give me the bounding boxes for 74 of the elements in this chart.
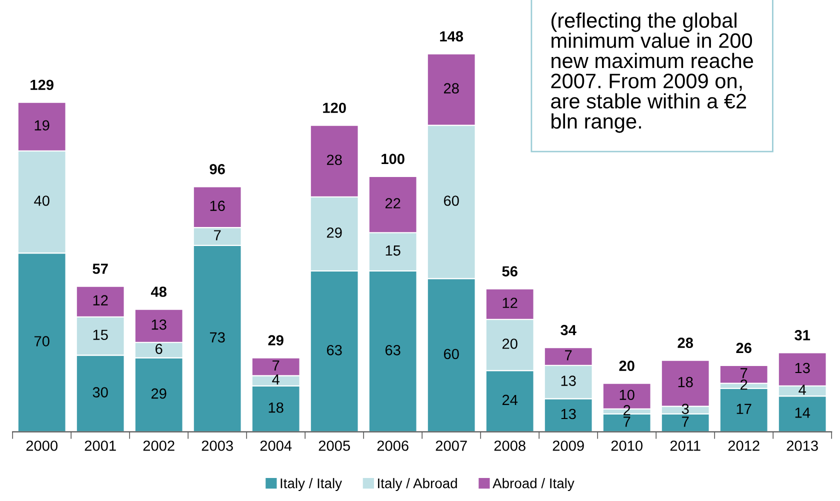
- data-label: 30: [92, 387, 108, 398]
- x-tick-label: 2001: [84, 440, 116, 451]
- total-label: 20: [619, 360, 634, 371]
- data-label: 7: [565, 350, 572, 360]
- x-tick-label: 2011: [670, 440, 700, 451]
- data-label: 4: [798, 384, 806, 395]
- data-label: 7: [740, 368, 748, 378]
- data-label: 16: [210, 200, 225, 212]
- total-label: 31: [794, 330, 810, 340]
- x-tick-label: 2004: [260, 440, 292, 451]
- total-label: 100: [382, 154, 404, 164]
- x-tick-label: 2006: [377, 440, 408, 451]
- data-label: 18: [268, 402, 284, 413]
- x-tick-label: 2013: [786, 440, 818, 451]
- x-tick-label: 2000: [26, 440, 58, 451]
- data-label: 13: [561, 376, 576, 386]
- total-label: 26: [736, 342, 752, 354]
- data-label: 3: [682, 404, 689, 414]
- annotation: (reflecting the global minimum value in 200 new maximum reache 2007. From 2009 on, are stable within a €2 bln range.: [551, 12, 754, 133]
- x-tick-label: 2007: [436, 440, 467, 451]
- data-label: 15: [386, 246, 400, 256]
- data-label: 20: [502, 338, 518, 349]
- data-label: 7: [272, 360, 280, 370]
- total-label: 120: [323, 102, 346, 114]
- data-label: 24: [502, 394, 518, 405]
- data-label: 60: [444, 196, 459, 206]
- total-label: 48: [150, 286, 167, 297]
- data-label: 4: [272, 374, 280, 385]
- data-label: 12: [93, 295, 108, 306]
- data-label: 13: [152, 319, 166, 330]
- x-tick-label: 2005: [318, 440, 350, 451]
- data-label: 29: [326, 227, 342, 238]
- total-label: 148: [440, 31, 464, 42]
- data-label: 7: [624, 416, 630, 427]
- data-label: 19: [34, 120, 50, 131]
- data-label: 18: [678, 376, 693, 388]
- data-label: 22: [385, 198, 400, 208]
- data-label: 13: [561, 408, 576, 420]
- data-label: 6: [156, 344, 162, 354]
- x-tick-label: 2003: [202, 440, 233, 451]
- x-tick-label: 2012: [728, 440, 760, 451]
- data-label: 28: [444, 83, 459, 94]
- data-label: 28: [326, 154, 342, 166]
- total-label: 56: [502, 266, 518, 276]
- x-tick-label: 2002: [143, 440, 174, 451]
- data-label: 7: [682, 416, 689, 427]
- data-label: 40: [34, 196, 50, 206]
- data-label: 17: [736, 404, 752, 414]
- data-label: 15: [93, 330, 108, 340]
- total-label: 57: [92, 264, 108, 274]
- data-label: 10: [620, 390, 634, 400]
- total-label: 96: [210, 164, 225, 174]
- total-label: 34: [560, 324, 576, 336]
- data-label: 12: [502, 298, 518, 308]
- data-label: 7: [214, 230, 221, 240]
- legend-label: Abroad / Italy: [492, 478, 574, 492]
- data-label: 2: [740, 379, 748, 390]
- legend-label: Italy / Italy: [280, 478, 342, 492]
- data-label: 63: [385, 344, 400, 356]
- data-label: 29: [151, 388, 166, 399]
- x-tick-label: 2009: [552, 440, 584, 451]
- x-tick-label: 2008: [494, 440, 526, 451]
- total-label: 28: [678, 338, 694, 348]
- data-label: 2: [624, 405, 630, 416]
- data-label: 73: [210, 332, 225, 343]
- legend-label: Italy / Abroad: [378, 478, 457, 492]
- data-label: 70: [34, 336, 50, 346]
- x-tick-label: 2010: [611, 440, 642, 451]
- data-label: 60: [444, 348, 459, 360]
- total-label: 29: [268, 335, 284, 346]
- data-label: 13: [795, 362, 810, 374]
- total-label: 129: [30, 80, 54, 90]
- data-label: 14: [795, 408, 810, 418]
- data-label: 63: [326, 344, 342, 356]
